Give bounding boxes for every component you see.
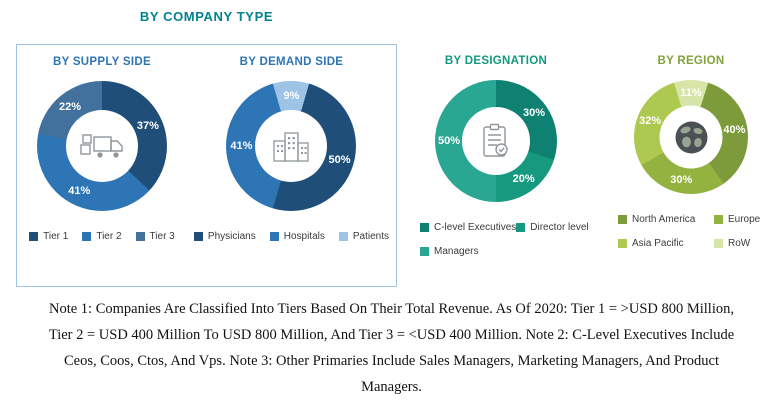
legend-swatch xyxy=(135,232,145,241)
legend-row: Physicians Hospitals Patients xyxy=(187,231,396,242)
footnote-line: Ceos, Coos, Ctos, And Vps. Note 3: Other… xyxy=(64,353,719,369)
legend-label: Tier 3 xyxy=(149,231,175,242)
footnote-line: Tier 2 = USD 400 Million To USD 800 Mill… xyxy=(48,327,735,343)
legend-item: Tier 1 xyxy=(29,231,68,242)
segment-label: 50% xyxy=(328,153,351,166)
legend-item: Tier 3 xyxy=(135,231,175,242)
demand-side-legend: Physicians Hospitals Patients xyxy=(187,231,396,255)
legend-item: RoW xyxy=(714,238,750,249)
segment-label: 50% xyxy=(438,135,461,147)
segment-label: 41% xyxy=(68,184,91,197)
legend-item: Hospitals xyxy=(269,231,325,242)
figure-title: BY COMPANY TYPE xyxy=(139,9,274,24)
legend-label: Physicians xyxy=(207,231,256,242)
legend-row: North America Europe xyxy=(604,214,778,225)
legend-label: Asia Pacific xyxy=(632,238,684,249)
legend-label: Director level xyxy=(530,222,589,233)
legend-label: C-level Executives xyxy=(434,222,517,233)
legend-swatch xyxy=(193,232,203,241)
legend-swatch xyxy=(618,215,627,224)
demand-side-chart: BY DEMAND SIDE xyxy=(187,45,396,286)
supply-side-legend: Tier 1 Tier 2 Tier 3 xyxy=(17,231,187,255)
company-type-frame: BY SUPPLY SIDE 37% 41% 22% Tier 1 Tier 2 Tie… xyxy=(16,44,397,287)
segment-label: 30% xyxy=(522,107,545,120)
legend-row: Managers xyxy=(406,246,586,257)
segment-label: 32% xyxy=(639,114,662,127)
footnote-line: Managers. xyxy=(361,379,422,395)
legend-row: C-level Executives Director level xyxy=(406,222,589,233)
segment-label: 40% xyxy=(723,124,746,137)
supply-side-center xyxy=(65,110,138,182)
legend-label: RoW xyxy=(728,238,751,249)
segment-label: 37% xyxy=(136,120,159,133)
legend-swatch xyxy=(516,223,526,232)
legend-item: Asia Pacific xyxy=(618,238,714,249)
region-title: BY REGION xyxy=(657,55,725,67)
demand-side-center xyxy=(255,110,328,182)
legend-label: Hospitals xyxy=(283,231,325,242)
legend-item: Physicians xyxy=(193,231,256,242)
region-donut: 11% 40% 30% 32% xyxy=(634,80,748,194)
legend-label: Managers xyxy=(434,246,479,257)
legend-item: North America xyxy=(618,214,714,225)
legend-row: Asia Pacific RoW xyxy=(604,238,778,249)
designation-title: BY DESIGNATION xyxy=(444,55,548,67)
region-legend: North America Europe Asia Pacific RoW xyxy=(604,214,778,262)
legend-item: Patients xyxy=(338,231,389,242)
globe-icon xyxy=(675,121,707,153)
segment-label: 41% xyxy=(230,140,253,152)
supply-side-title: BY SUPPLY SIDE xyxy=(52,56,151,68)
segment-label: 9% xyxy=(283,89,300,102)
supply-side-chart: BY SUPPLY SIDE 37% 41% 22% Tier 1 Tier 2 Tie… xyxy=(17,45,187,286)
legend-label: Tier 2 xyxy=(96,231,122,242)
legend-swatch xyxy=(420,247,429,256)
legend-swatch xyxy=(618,239,627,248)
legend-swatch xyxy=(82,232,92,241)
segment-label: 20% xyxy=(512,172,535,185)
legend-label: Patients xyxy=(352,231,389,242)
region-center xyxy=(659,105,723,169)
footnote-line: Note 1: Companies Are Classified Into Ti… xyxy=(48,301,734,317)
legend-label: Tier 1 xyxy=(43,231,69,242)
legend-row: Tier 1 Tier 2 Tier 3 xyxy=(17,231,187,242)
region-chart: BY REGION 11% 40% 30% 32% North America Euro… xyxy=(604,44,778,262)
legend-item: Tier 2 xyxy=(82,231,122,242)
buildings-icon xyxy=(273,132,310,162)
legend-label: Europe xyxy=(728,214,761,225)
designation-center xyxy=(462,107,530,175)
legend-item: Europe xyxy=(714,214,760,225)
segment-label: 22% xyxy=(59,101,82,114)
legend-swatch xyxy=(420,223,429,232)
demand-side-donut: 9% 50% 41% xyxy=(226,81,357,211)
legend-label: North America xyxy=(632,214,696,225)
segment-label: 11% xyxy=(680,87,702,100)
clipboard-icon xyxy=(483,123,508,157)
legend-swatch xyxy=(714,239,723,248)
legend-swatch xyxy=(714,215,723,224)
designation-donut: 30% 20% 50% xyxy=(435,80,557,202)
legend-swatch xyxy=(29,232,39,241)
legend-item: Managers xyxy=(420,246,526,257)
demand-side-title: BY DEMAND SIDE xyxy=(239,56,344,68)
supply-side-donut: 37% 41% 22% xyxy=(36,81,167,211)
truck-icon xyxy=(80,134,123,158)
legend-item: C-level Executives xyxy=(420,222,516,233)
designation-chart: BY DESIGNATION 30% 20% 50% C-level Executi… xyxy=(406,44,589,270)
legend-swatch xyxy=(338,232,348,241)
legend-swatch xyxy=(269,232,279,241)
footnotes: Note 1: Companies Are Classified Into Ti… xyxy=(0,296,783,400)
designation-legend: C-level Executives Director level Managers xyxy=(406,222,589,270)
legend-item: Director level xyxy=(516,222,589,233)
segment-label: 30% xyxy=(670,173,693,186)
